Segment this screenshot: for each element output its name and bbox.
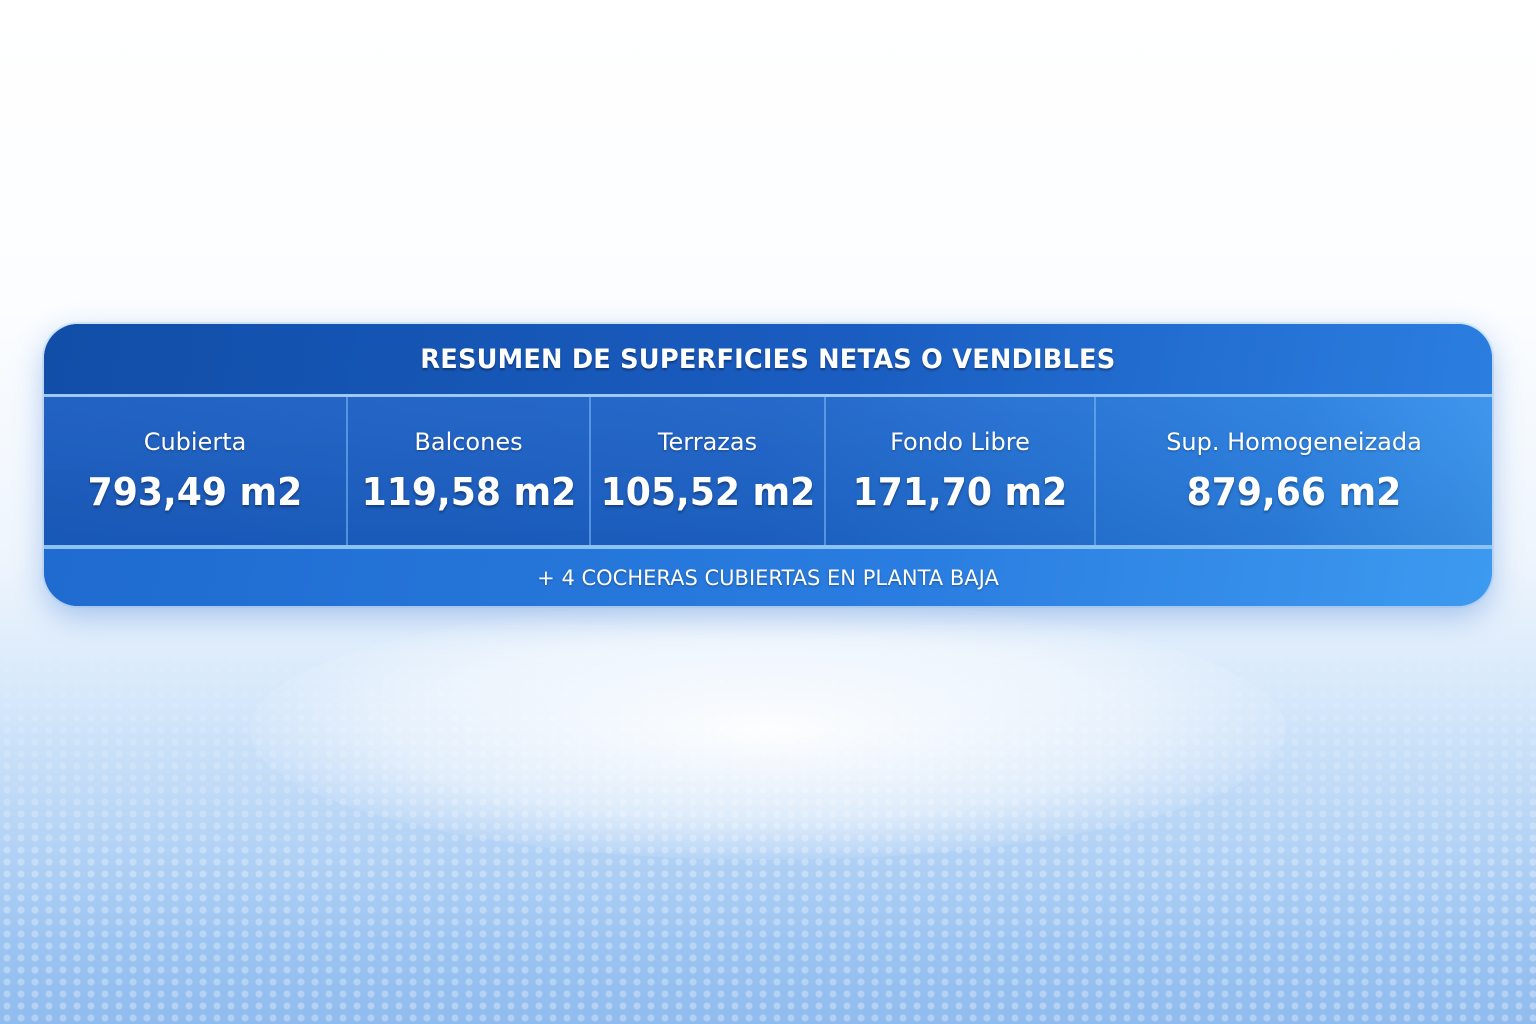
- cell-label: Fondo Libre: [890, 428, 1030, 456]
- footer-note: + 4 COCHERAS CUBIERTAS EN PLANTA BAJA: [537, 565, 999, 590]
- surface-summary-panel: RESUMEN DE SUPERFICIES NETAS O VENDIBLES…: [44, 324, 1492, 606]
- cell-sup-homogeneizada: Sup. Homogeneizada 879,66 m2: [1096, 397, 1492, 545]
- cell-value: 793,49 m2: [87, 470, 303, 514]
- background-glow: [250, 600, 1286, 860]
- cell-value: 119,58 m2: [361, 470, 576, 514]
- cell-value: 105,52 m2: [600, 470, 815, 514]
- cell-label: Balcones: [414, 428, 523, 456]
- cell-label: Cubierta: [143, 428, 247, 456]
- panel-title: RESUMEN DE SUPERFICIES NETAS O VENDIBLES: [420, 343, 1116, 375]
- cell-value: 171,70 m2: [852, 470, 1068, 514]
- cell-balcones: Balcones 119,58 m2: [348, 397, 591, 545]
- cell-cubierta: Cubierta 793,49 m2: [44, 397, 348, 545]
- divider: [44, 394, 1492, 397]
- cell-fondo-libre: Fondo Libre 171,70 m2: [826, 397, 1096, 545]
- cell-label: Terrazas: [657, 428, 758, 456]
- background-bokeh: [0, 640, 1536, 1024]
- cell-label: Sup. Homogeneizada: [1166, 428, 1422, 456]
- cell-value: 879,66 m2: [1186, 470, 1402, 514]
- panel-header: RESUMEN DE SUPERFICIES NETAS O VENDIBLES: [44, 324, 1492, 394]
- panel-footer: + 4 COCHERAS CUBIERTAS EN PLANTA BAJA: [44, 549, 1492, 606]
- surface-cells: Cubierta 793,49 m2 Balcones 119,58 m2 Te…: [44, 397, 1492, 545]
- divider: [44, 545, 1492, 549]
- cell-terrazas: Terrazas 105,52 m2: [591, 397, 826, 545]
